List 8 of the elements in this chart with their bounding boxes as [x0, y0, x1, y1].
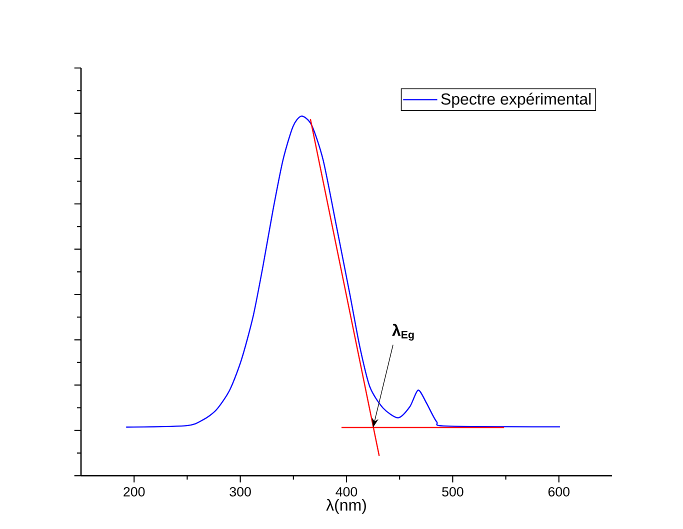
x-tick-label: 400 [336, 487, 358, 496]
x-tick-label: 600 [548, 487, 570, 496]
x-tick-label: 500 [442, 487, 464, 496]
legend-label: Spectre expérimental [441, 92, 591, 108]
x-tick-label: 200 [124, 487, 145, 496]
x-axis-title: λ(nm) [326, 499, 366, 514]
x-tick-label: 300 [230, 487, 251, 496]
annotation: λ$_{Eg}$ [392, 324, 414, 341]
